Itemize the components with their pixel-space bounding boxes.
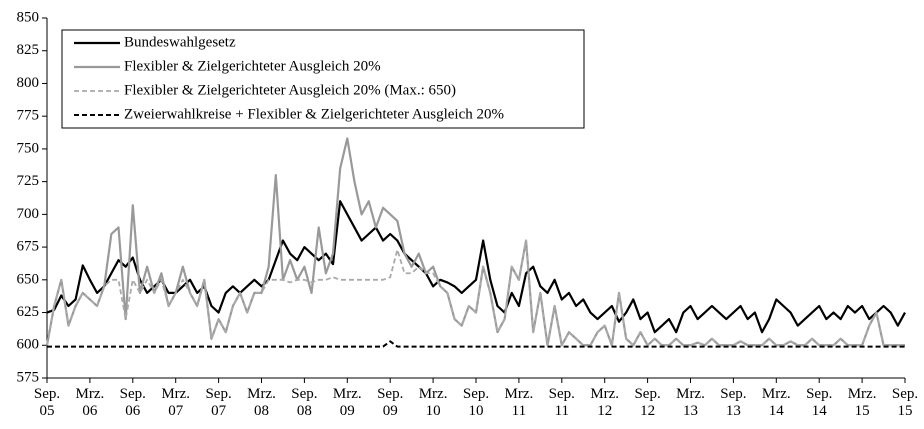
series-line xyxy=(47,340,905,348)
legend-label: Flexibler & Zielgerichteter Ausgleich 20… xyxy=(124,58,381,74)
legend-label: Bundeswahlgesetz xyxy=(124,34,236,50)
x-tick-label: Sep. 15 xyxy=(891,386,919,419)
x-tick-label: Sep. 08 xyxy=(291,386,318,419)
x-tick-label: Mrz. 11 xyxy=(504,386,534,419)
x-tick-label: Sep. 11 xyxy=(548,386,575,419)
y-tick-label: 800 xyxy=(17,75,40,91)
y-tick-label: 600 xyxy=(17,337,40,353)
x-tick-label: Mrz. 15 xyxy=(847,386,877,419)
y-tick-label: 575 xyxy=(17,369,40,385)
x-tick-label: Sep. 05 xyxy=(33,386,61,419)
y-tick-label: 725 xyxy=(17,173,40,189)
y-tick-label: 700 xyxy=(17,206,40,222)
x-tick-label: Sep. 13 xyxy=(720,386,747,419)
x-tick-label: Sep. 07 xyxy=(205,386,232,419)
x-tick-label: Mrz. 14 xyxy=(761,386,791,419)
x-tick-label: Mrz. 07 xyxy=(161,386,191,419)
x-tick-label: Sep. 14 xyxy=(806,386,833,419)
legend-box xyxy=(61,29,585,129)
y-tick-label: 675 xyxy=(17,239,40,255)
y-tick-label: 825 xyxy=(17,42,40,58)
x-tick-label: Sep. 12 xyxy=(634,386,661,419)
legend-label: Zweierwahlkreise + Flexibler & Zielgeric… xyxy=(124,106,504,122)
x-tick-label: Sep. 09 xyxy=(377,386,404,419)
x-tick-label: Mrz. 12 xyxy=(590,386,620,419)
series-line xyxy=(45,137,905,347)
y-tick-label: 625 xyxy=(17,304,40,320)
y-tick-label: 775 xyxy=(17,108,40,124)
series-line xyxy=(46,239,905,347)
x-tick-label: Mrz. 08 xyxy=(247,386,276,419)
x-tick-label: Mrz. 13 xyxy=(676,386,705,419)
x-tick-label: Mrz. 06 xyxy=(75,386,105,419)
legend-label: Flexibler & Zielgerichteter Ausgleich 20… xyxy=(124,82,456,98)
y-tick-label: 750 xyxy=(17,140,40,156)
x-tick-label: Mrz. 09 xyxy=(332,386,362,419)
y-tick-label: 850 xyxy=(17,9,40,25)
y-tick-label: 650 xyxy=(17,271,40,287)
series-line xyxy=(46,200,906,334)
x-tick-label: Sep. 06 xyxy=(119,386,146,419)
x-tick-label: Sep. 10 xyxy=(462,386,490,419)
x-tick-label: Mrz. 10 xyxy=(418,386,448,419)
